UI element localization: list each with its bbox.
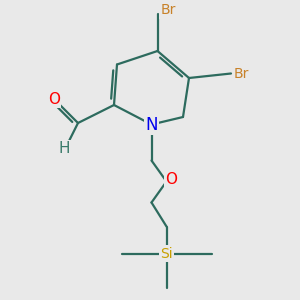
Text: Br: Br: [160, 4, 176, 17]
Text: O: O: [165, 172, 177, 188]
Text: N: N: [145, 116, 158, 134]
Text: O: O: [48, 92, 60, 106]
Text: Si: Si: [160, 247, 173, 260]
Text: H: H: [59, 141, 70, 156]
Text: Br: Br: [234, 67, 249, 80]
